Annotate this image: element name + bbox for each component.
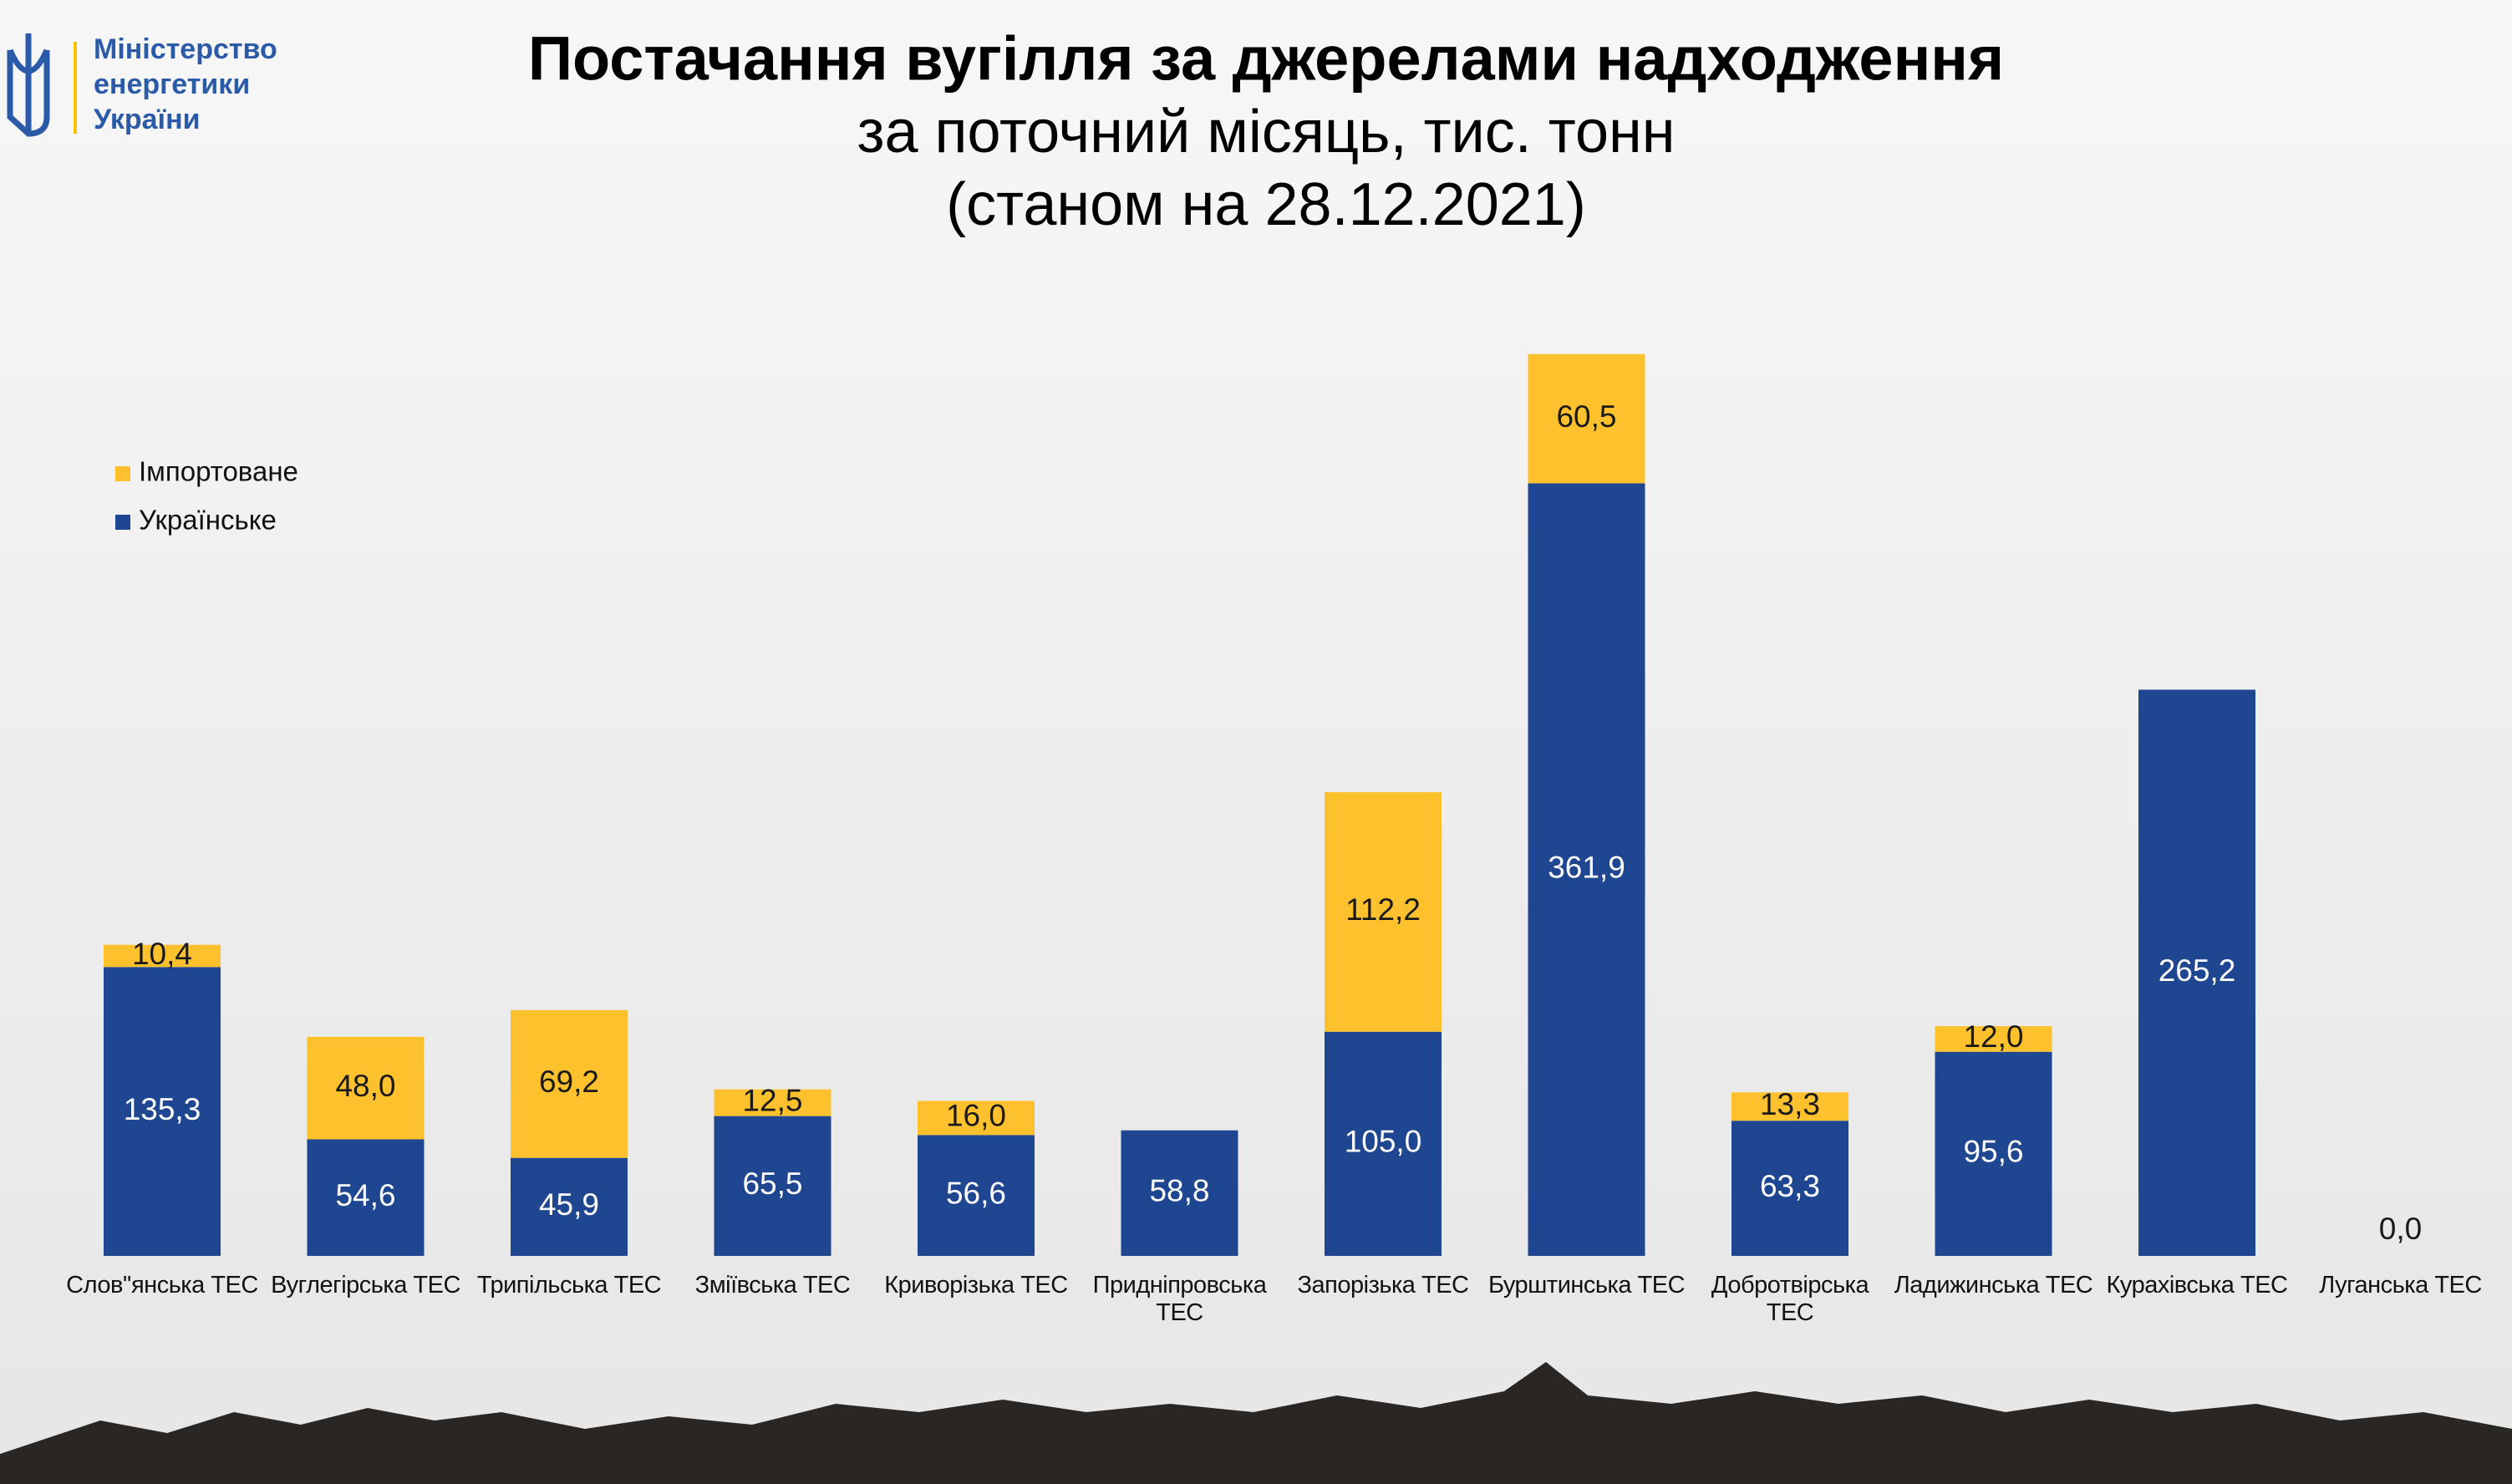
x-tick-label: Курахівська ТЕС: [2106, 1272, 2288, 1298]
x-tick-label: Трипільська ТЕС: [476, 1272, 662, 1298]
value-label: 54,6: [335, 1178, 395, 1212]
bar-segment: [511, 1009, 628, 1158]
x-tick-label: Ладижинська ТЕС: [1894, 1272, 2093, 1298]
bar-segment: [511, 1157, 628, 1256]
value-label: 69,2: [539, 1065, 599, 1099]
x-tick-label: Придніпровська ТЕС: [1092, 1272, 1267, 1326]
legend-label: Імпортоване: [139, 456, 298, 487]
value-label: 13,3: [1760, 1087, 1820, 1121]
bar-segment: [714, 1089, 831, 1116]
value-label: 135,3: [124, 1092, 201, 1126]
bar-segment: [1121, 1130, 1238, 1256]
logo-text: Міністерство енергетики України: [94, 32, 277, 137]
bar-segment: [1935, 1026, 2052, 1052]
x-tick-label: Вуглегірська ТЕС: [271, 1272, 460, 1298]
chart-subtitle: (станом на 28.12.2021): [946, 171, 1586, 238]
x-tick-label: Криворізька ТЕС: [884, 1272, 1068, 1298]
value-label: 112,2: [1345, 892, 1421, 927]
value-label: 10,4: [132, 937, 192, 971]
bar-segment: [307, 1036, 425, 1140]
bar-segment: [307, 1139, 425, 1256]
value-label: 63,3: [1760, 1169, 1820, 1203]
bar-segment: [1528, 353, 1645, 484]
value-label: 45,9: [539, 1187, 599, 1222]
bar-segment: [1325, 1031, 1442, 1256]
x-tick-label: Запорізька ТЕС: [1297, 1272, 1469, 1298]
emblem: [7, 33, 50, 137]
bar-segment: [1528, 483, 1645, 1256]
bar-segment: [104, 944, 221, 968]
logo-line: України: [94, 104, 201, 135]
value-label: 58,8: [1149, 1174, 1209, 1208]
value-label: 0,0: [2379, 1212, 2422, 1246]
bar-segment: [918, 1135, 1035, 1256]
x-tick-label: Бурштинська ТЕС: [1487, 1272, 1686, 1298]
x-tick-label: Слов''янська ТЕС: [66, 1272, 258, 1298]
x-tick-label: Добротвірська ТЕС: [1711, 1272, 1869, 1326]
value-label: 95,6: [1963, 1135, 2023, 1169]
value-label: 12,5: [742, 1083, 802, 1117]
bar-segment: [1935, 1051, 2052, 1256]
value-label: 65,5: [742, 1166, 802, 1201]
bar-segment: [918, 1100, 1035, 1136]
chart-subtitle: за поточний місяць, тис. тонн: [857, 99, 1675, 165]
legend-swatch: [115, 466, 130, 481]
value-label: 16,0: [946, 1099, 1006, 1133]
chart-title: Постачання вугілля за джерелами надходже…: [528, 24, 2004, 94]
value-label: 12,0: [1963, 1019, 2023, 1054]
bar-segment: [104, 967, 221, 1256]
bar-segment: [2138, 689, 2255, 1256]
value-label: 265,2: [2159, 953, 2236, 988]
value-label: 56,6: [946, 1176, 1006, 1210]
coal-decoration: [0, 1362, 2512, 1484]
value-label: 361,9: [1548, 850, 1625, 884]
bar-segment: [1731, 1092, 1848, 1121]
x-tick-label: Луганська ТЕС: [2319, 1272, 2482, 1298]
value-label: 60,5: [1556, 399, 1616, 434]
bar-segment: [1731, 1121, 1848, 1256]
value-label: 105,0: [1345, 1125, 1422, 1159]
logo-line: Міністерство: [94, 33, 277, 65]
legend-swatch: [115, 515, 130, 530]
x-tick-label: Зміївська ТЕС: [694, 1272, 851, 1298]
value-label: 48,0: [335, 1069, 395, 1103]
legend-label: Українське: [139, 505, 277, 536]
logo-line: енергетики: [94, 69, 251, 100]
bar-segment: [714, 1116, 831, 1256]
bar-segment: [1325, 792, 1442, 1032]
